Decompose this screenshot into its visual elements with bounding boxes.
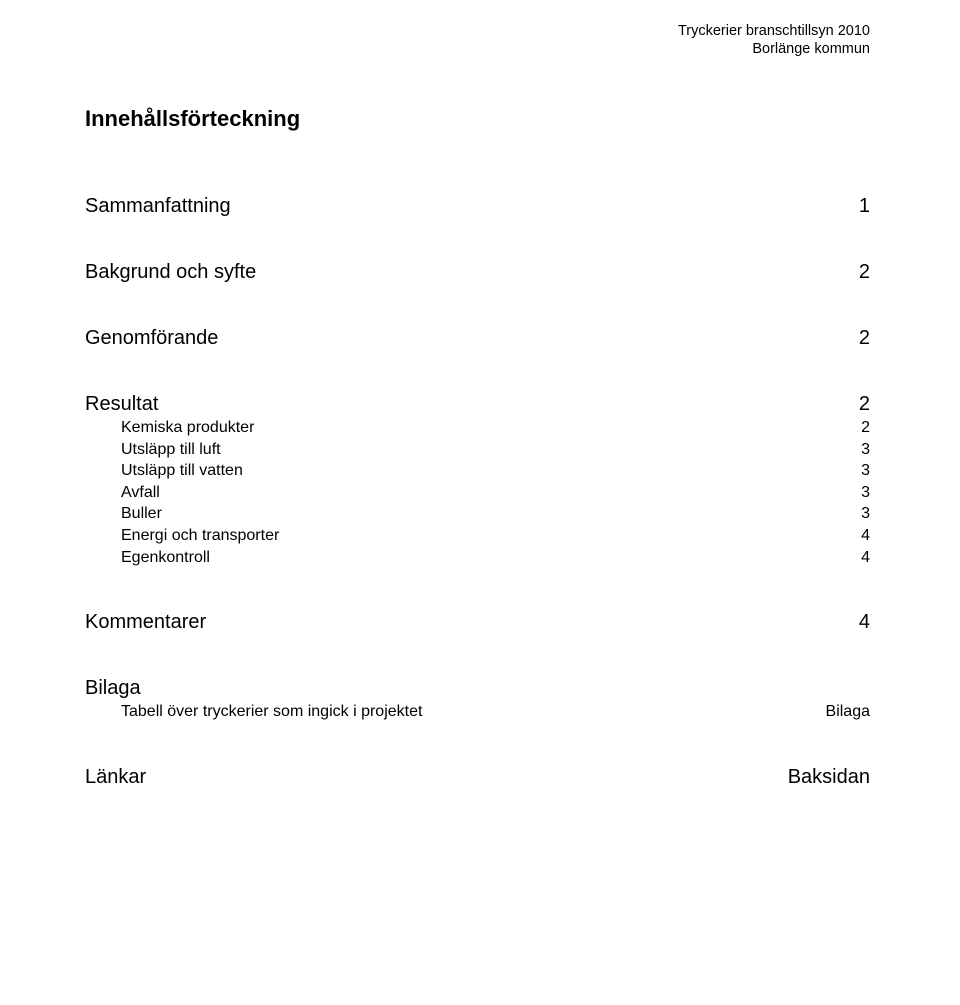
toc-subrow: Energi och transporter 4 bbox=[85, 525, 870, 547]
toc-subrow: Tabell över tryckerier som ingick i proj… bbox=[85, 701, 870, 723]
toc-label: Bilaga bbox=[85, 677, 141, 699]
toc-page: 2 bbox=[859, 260, 870, 284]
header-line-1: Tryckerier branschtillsyn 2010 bbox=[678, 22, 870, 40]
toc-page: Baksidan bbox=[788, 765, 870, 789]
toc-row-genomforande: Genomförande 2 bbox=[85, 326, 870, 350]
toc-subpage: 3 bbox=[861, 439, 870, 461]
toc-row-resultat: Resultat 2 bbox=[85, 392, 870, 417]
toc-group-bilaga: Bilaga Tabell över tryckerier som ingick… bbox=[85, 676, 870, 723]
toc-label: Genomförande bbox=[85, 326, 218, 350]
toc-page: 2 bbox=[859, 326, 870, 350]
toc-sublabel: Tabell över tryckerier som ingick i proj… bbox=[121, 701, 422, 723]
toc-subpage: Bilaga bbox=[826, 701, 870, 723]
toc-page: 2 bbox=[859, 392, 870, 417]
toc-label: Sammanfattning bbox=[85, 194, 231, 218]
toc-row-kommentarer: Kommentarer 4 bbox=[85, 610, 870, 634]
toc-page: 4 bbox=[859, 610, 870, 634]
toc-subpage: 2 bbox=[861, 417, 870, 439]
toc-sublabel: Utsläpp till luft bbox=[121, 439, 221, 461]
toc-page: 1 bbox=[859, 194, 870, 218]
toc-row-bakgrund: Bakgrund och syfte 2 bbox=[85, 260, 870, 284]
toc-row-bilaga: Bilaga bbox=[85, 676, 870, 701]
toc-sublabel: Utsläpp till vatten bbox=[121, 460, 243, 482]
toc-subrow: Utsläpp till vatten 3 bbox=[85, 460, 870, 482]
toc-subpage: 3 bbox=[861, 460, 870, 482]
toc-subrow: Egenkontroll 4 bbox=[85, 547, 870, 569]
toc-label: Bakgrund och syfte bbox=[85, 260, 256, 284]
toc-subpage: 3 bbox=[861, 482, 870, 504]
toc-subpage: 4 bbox=[861, 547, 870, 569]
toc-row-lankar: Länkar Baksidan bbox=[85, 765, 870, 789]
toc-sublabel: Kemiska produkter bbox=[121, 417, 254, 439]
toc-subrow: Kemiska produkter 2 bbox=[85, 417, 870, 439]
toc-subrow: Buller 3 bbox=[85, 503, 870, 525]
toc-subrow: Avfall 3 bbox=[85, 482, 870, 504]
toc-sublabel: Egenkontroll bbox=[121, 547, 210, 569]
toc-sublabel: Buller bbox=[121, 503, 162, 525]
header-line-2: Borlänge kommun bbox=[678, 40, 870, 58]
toc-subrow: Utsläpp till luft 3 bbox=[85, 439, 870, 461]
toc-group-resultat: Resultat 2 Kemiska produkter 2 Utsläpp t… bbox=[85, 392, 870, 568]
toc-row-sammanfattning: Sammanfattning 1 bbox=[85, 194, 870, 218]
page-title: Innehållsförteckning bbox=[85, 106, 870, 132]
toc-subpage: 3 bbox=[861, 503, 870, 525]
page-header: Tryckerier branschtillsyn 2010 Borlänge … bbox=[678, 22, 870, 58]
toc-subpage: 4 bbox=[861, 525, 870, 547]
toc-label: Resultat bbox=[85, 392, 158, 417]
page: Tryckerier branschtillsyn 2010 Borlänge … bbox=[0, 0, 960, 1005]
toc-sublabel: Energi och transporter bbox=[121, 525, 279, 547]
toc-label: Kommentarer bbox=[85, 610, 206, 634]
toc-sublabel: Avfall bbox=[121, 482, 160, 504]
toc-label: Länkar bbox=[85, 765, 146, 789]
